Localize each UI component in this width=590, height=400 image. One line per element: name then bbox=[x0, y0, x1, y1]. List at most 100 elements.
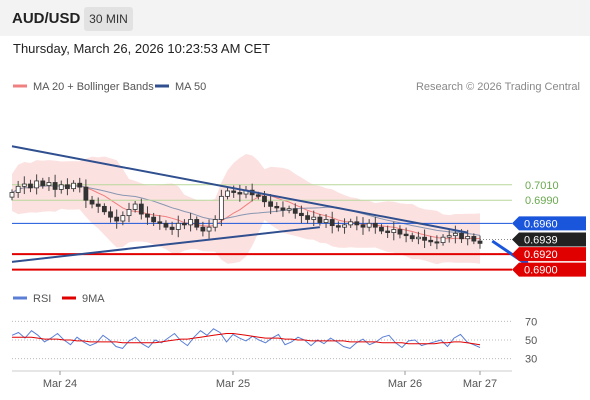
bull-candle bbox=[342, 224, 347, 228]
trendline bbox=[11, 226, 321, 263]
bull-candle bbox=[416, 236, 421, 240]
bear-candle bbox=[28, 183, 33, 189]
rsi-legend-label: RSI bbox=[33, 293, 51, 305]
bear-candle bbox=[305, 215, 310, 220]
x-tick-label: Mar 27 bbox=[463, 378, 497, 390]
bear-candle bbox=[108, 211, 113, 218]
bear-candle bbox=[114, 216, 120, 222]
bear-candle bbox=[360, 224, 366, 228]
pivot-label-box bbox=[512, 216, 586, 231]
bull-candle bbox=[15, 185, 21, 193]
bear-candle bbox=[268, 201, 274, 207]
bull-candle bbox=[391, 229, 397, 233]
bear-candle bbox=[83, 186, 89, 201]
bollinger-band-area bbox=[12, 154, 480, 265]
date-time-label: Thursday, March 26, 2026 10:23:53 AM CET bbox=[13, 41, 271, 56]
bear-candle bbox=[459, 232, 464, 240]
bull-candle bbox=[218, 195, 224, 220]
bear-candle bbox=[255, 194, 261, 197]
header-bar: AUD/USD 30 MIN bbox=[0, 0, 590, 36]
rsi-tick-label: 50 bbox=[525, 335, 537, 347]
timeframe-badge[interactable]: 30 MIN bbox=[84, 7, 133, 31]
bull-candle bbox=[446, 235, 452, 238]
bull-candle bbox=[440, 236, 446, 244]
current-price-label: 0.6939 bbox=[524, 235, 558, 247]
rsi-legend: RSI 9MA bbox=[13, 293, 105, 305]
bear-candle bbox=[231, 190, 237, 193]
bear-candle bbox=[434, 241, 440, 244]
bear-candle bbox=[274, 205, 280, 209]
resistance-level-label: 0.6990 bbox=[525, 195, 559, 207]
bull-candle bbox=[311, 216, 317, 220]
bull-candle bbox=[366, 222, 372, 228]
bear-candle bbox=[151, 216, 157, 223]
x-tick-label: Mar 24 bbox=[43, 378, 77, 390]
level-lines bbox=[12, 184, 512, 271]
bull-candle bbox=[212, 219, 218, 228]
rsi-tick-label: 30 bbox=[525, 354, 537, 366]
support-label-box bbox=[512, 262, 586, 277]
bull-candle bbox=[46, 182, 52, 186]
bear-candle bbox=[329, 219, 335, 227]
bull-candle bbox=[34, 180, 40, 189]
bull-candle bbox=[452, 232, 458, 237]
bear-candle bbox=[138, 203, 144, 215]
bear-candle bbox=[182, 222, 187, 226]
bull-candle bbox=[188, 219, 193, 226]
bear-candle bbox=[169, 226, 175, 230]
ma9-legend-label: 9MA bbox=[82, 293, 105, 305]
bull-candle bbox=[206, 226, 212, 232]
candlesticks bbox=[9, 174, 483, 250]
support-level-label: 0.6900 bbox=[524, 265, 558, 277]
support-level-label: 0.6920 bbox=[524, 249, 558, 261]
rsi-line bbox=[11, 328, 481, 349]
credit-label: Research © 2026 Trading Central bbox=[416, 81, 580, 93]
bear-candle bbox=[379, 226, 384, 232]
bear-candle bbox=[145, 213, 150, 218]
x-tick-label: Mar 25 bbox=[216, 378, 250, 390]
support-label-box bbox=[512, 247, 586, 262]
x-tick-label: Mar 26 bbox=[388, 378, 422, 390]
bear-candle bbox=[89, 199, 95, 205]
bear-candle bbox=[372, 222, 378, 228]
ma50-legend-label: MA 50 bbox=[175, 81, 206, 93]
bear-candle bbox=[40, 180, 46, 186]
bull-candle bbox=[132, 203, 138, 210]
rsi-panel: 70 50 30 bbox=[11, 316, 537, 366]
symbol-label: AUD/USD bbox=[12, 10, 81, 27]
resistance-level-label: 0.7010 bbox=[525, 180, 559, 192]
bear-candle bbox=[65, 184, 70, 190]
bear-candle bbox=[280, 207, 286, 211]
bear-candle bbox=[200, 226, 206, 232]
bear-candle bbox=[262, 195, 267, 203]
bull-candle bbox=[21, 183, 27, 187]
rsi-ma-line bbox=[12, 333, 481, 346]
bear-candle bbox=[403, 233, 409, 237]
bull-candle bbox=[9, 192, 15, 198]
bull-candle bbox=[120, 215, 126, 222]
bull-candle bbox=[465, 236, 471, 240]
bear-candle bbox=[299, 212, 304, 217]
bear-candle bbox=[52, 182, 58, 190]
x-axis: Mar 24 Mar 25 Mar 26 Mar 27 bbox=[12, 370, 512, 390]
bear-candle bbox=[163, 222, 169, 228]
bear-candle bbox=[292, 208, 298, 214]
bear-candle bbox=[397, 229, 403, 235]
bear-candle bbox=[335, 225, 341, 228]
bull-candle bbox=[71, 182, 76, 190]
bear-candle bbox=[77, 182, 83, 188]
bull-candle bbox=[286, 208, 292, 211]
bull-candle bbox=[323, 219, 329, 223]
level-labels: 0.7010 0.6990 0.6960 0.6939 0.6920 0.6900 bbox=[512, 180, 586, 277]
bear-candle bbox=[477, 240, 483, 244]
bear-candle bbox=[237, 192, 243, 195]
bull-candle bbox=[175, 222, 181, 230]
pivot-level-label: 0.6960 bbox=[524, 218, 558, 230]
bear-candle bbox=[317, 216, 323, 223]
price-legend: MA 20 + Bollinger Bands MA 50 Research ©… bbox=[13, 81, 580, 93]
bear-candle bbox=[95, 203, 101, 207]
current-price-box bbox=[512, 232, 586, 247]
bear-candle bbox=[194, 219, 200, 228]
bull-candle bbox=[225, 190, 230, 197]
